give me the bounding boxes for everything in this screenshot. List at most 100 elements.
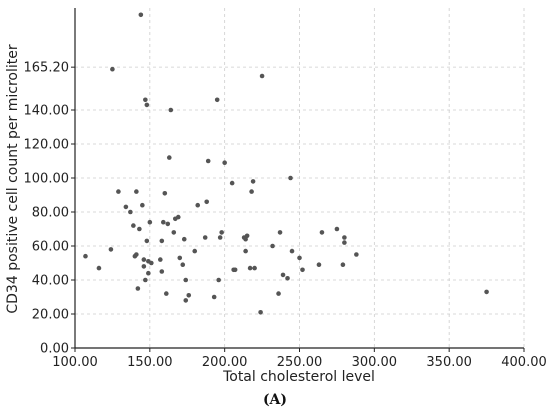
data-point — [300, 267, 305, 273]
y-tick-label: 140.00 — [24, 104, 70, 119]
data-point — [244, 233, 250, 239]
data-point — [186, 293, 192, 298]
data-point — [484, 289, 489, 295]
data-point — [116, 189, 121, 194]
data-point — [175, 214, 181, 220]
scatter-chart: 100.00 150.00 200.00 250.00 300.00 350.00 400.… — [5, 8, 547, 385]
tick-labels: 100.00 150.00 200.00 250.00 300.00 350.00 400.… — [24, 61, 547, 370]
data-point — [289, 248, 295, 254]
data-point — [147, 219, 153, 225]
x-tick-label: 350.00 — [426, 355, 472, 370]
y-tick-label: 80.00 — [32, 206, 69, 221]
data-point — [128, 209, 133, 215]
data-point — [146, 270, 151, 276]
x-tick-label: 150.00 — [127, 355, 173, 370]
data-point — [277, 230, 283, 235]
data-point — [141, 264, 147, 269]
data-point — [171, 230, 177, 235]
data-point — [232, 267, 238, 273]
data-point — [334, 226, 340, 232]
data-point — [159, 238, 165, 244]
data-point — [110, 66, 115, 72]
x-tick-label: 300.00 — [352, 355, 398, 370]
data-point — [216, 277, 221, 283]
x-tick-label: 400.00 — [501, 355, 547, 370]
data-point — [183, 277, 189, 283]
data-point — [285, 276, 290, 281]
data-point — [270, 243, 275, 249]
data-point — [181, 236, 187, 242]
data-point — [204, 199, 210, 205]
data-point — [297, 255, 302, 261]
y-tick-label: 20.00 — [32, 308, 69, 323]
data-point — [96, 265, 102, 271]
data-point — [131, 223, 136, 228]
data-point — [123, 204, 129, 210]
data-point — [222, 160, 227, 165]
data-point — [140, 202, 145, 208]
data-point — [259, 73, 265, 79]
data-point — [158, 257, 163, 262]
data-point — [202, 235, 208, 240]
data-point — [161, 219, 166, 225]
data-point — [276, 291, 281, 296]
axes — [71, 8, 525, 352]
y-tick-label: 40.00 — [32, 274, 69, 289]
x-axis-label: Total cholesterol level — [222, 369, 375, 385]
data-point — [211, 294, 217, 300]
data-point — [159, 269, 165, 274]
figure-caption: (A) — [262, 392, 288, 408]
data-point — [168, 107, 174, 113]
data-point — [83, 253, 88, 259]
data-point — [217, 235, 223, 240]
data-point — [249, 189, 254, 194]
data-point — [319, 230, 325, 235]
x-tick-label: 100.00 — [52, 355, 98, 370]
data-point — [258, 310, 263, 315]
data-point — [316, 262, 322, 268]
x-tick-label: 250.00 — [277, 355, 323, 370]
data-point — [134, 189, 139, 194]
data-point — [214, 97, 220, 103]
data-point — [192, 248, 198, 254]
data-point — [243, 248, 248, 254]
data-point — [165, 221, 171, 227]
data-point — [135, 286, 141, 291]
y-tick-label: 120.00 — [24, 138, 70, 153]
data-point — [137, 226, 142, 232]
y-tick-label: 100.00 — [24, 172, 70, 187]
data-point — [180, 262, 186, 268]
data-point — [195, 202, 201, 208]
grid-lines — [74, 8, 525, 349]
data-point — [134, 252, 139, 257]
data-point — [205, 158, 211, 164]
y-tick-label: 165.20 — [24, 61, 70, 76]
data-point — [138, 12, 144, 18]
data-point — [354, 252, 359, 257]
data-point — [250, 179, 256, 184]
data-point — [144, 238, 150, 244]
data-point — [163, 291, 169, 296]
data-point — [342, 240, 347, 245]
data-point — [177, 255, 183, 261]
y-tick-label: 0.00 — [40, 342, 69, 357]
y-axis-label: CD34 positive cell count per microliter — [5, 44, 21, 313]
data-point — [141, 257, 147, 262]
data-point — [149, 260, 154, 266]
data-point — [340, 262, 346, 268]
data-point — [143, 97, 148, 103]
data-point — [144, 102, 150, 108]
data-point — [288, 175, 293, 181]
data-point — [166, 155, 172, 160]
data-point — [183, 298, 189, 303]
data-point — [252, 265, 257, 271]
data-point — [342, 235, 347, 240]
data-point — [247, 265, 253, 271]
data-point — [229, 180, 235, 186]
x-tick-label: 200.00 — [202, 355, 248, 370]
data-point — [280, 272, 286, 278]
data-points — [83, 12, 489, 315]
data-point — [219, 230, 224, 235]
data-point — [108, 247, 114, 252]
y-tick-label: 60.00 — [32, 240, 69, 255]
